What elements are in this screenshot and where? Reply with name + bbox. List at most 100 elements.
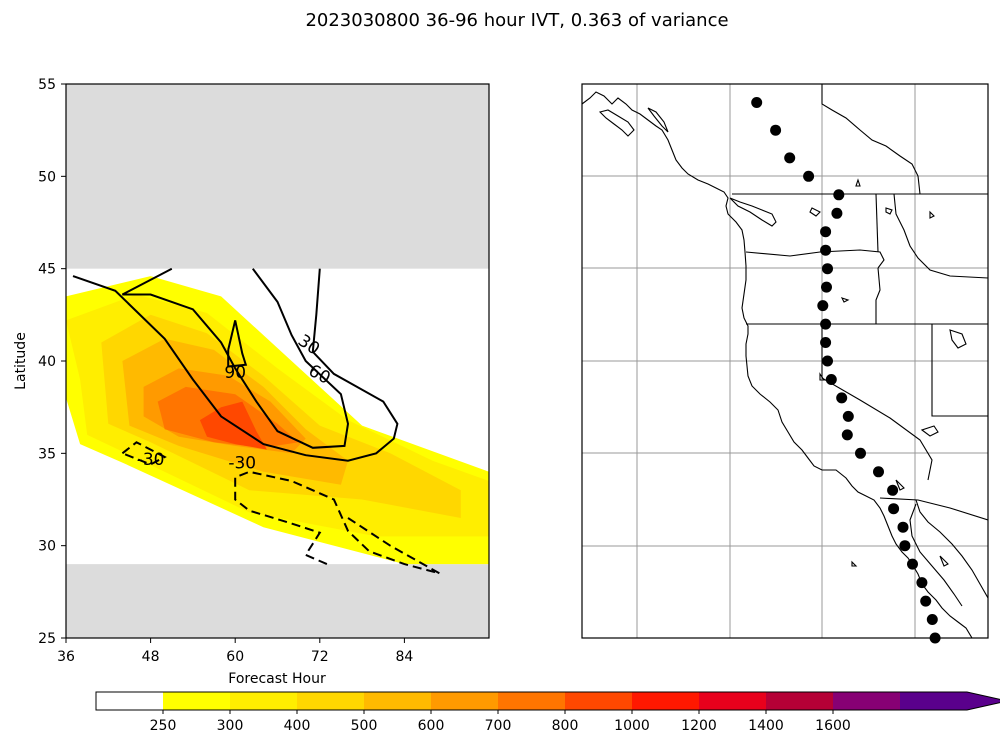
lake-outline xyxy=(929,210,935,219)
map-borders xyxy=(582,84,988,638)
map-point xyxy=(855,447,866,459)
map-point xyxy=(770,124,782,136)
colorbar-tick-label: 800 xyxy=(552,718,579,734)
y-axis-ticks: 25 30 35 40 45 50 55 xyxy=(38,77,66,647)
x-tick-label: 84 xyxy=(395,649,413,665)
map-gridlines xyxy=(582,84,988,638)
border-or-id xyxy=(875,267,881,324)
colorbar-segment xyxy=(900,692,968,710)
colorbar-tick-label: 1000 xyxy=(614,718,650,734)
map-panel xyxy=(581,83,989,644)
lake-outline xyxy=(885,207,893,215)
no-data-bands xyxy=(66,84,489,638)
lake-outline xyxy=(855,178,861,187)
map-point xyxy=(836,392,848,404)
colorbar-segment xyxy=(699,692,767,710)
colorbar-tick-label: 1400 xyxy=(748,718,784,734)
lake-outline xyxy=(949,329,967,349)
map-point xyxy=(926,614,938,625)
map-point xyxy=(803,170,815,182)
x-tick-label: 72 xyxy=(311,649,329,665)
contour-line-60 xyxy=(121,267,350,449)
y-tick-label: 35 xyxy=(38,446,56,462)
map-point xyxy=(821,281,832,293)
map-point xyxy=(820,318,832,330)
colorbar-tick-label: 1200 xyxy=(681,718,717,734)
colorbar-segment xyxy=(364,692,432,710)
lake-outline xyxy=(939,555,949,567)
lake-outline xyxy=(920,425,939,437)
map-point xyxy=(820,226,832,238)
map-point xyxy=(822,263,833,275)
colorbar-tick-label: 400 xyxy=(284,718,311,734)
y-tick-label: 55 xyxy=(38,77,56,93)
island-outline xyxy=(598,109,635,137)
province-boundary xyxy=(821,84,921,195)
colorbar-segment xyxy=(766,692,834,710)
y-axis-label: Latitude xyxy=(13,332,29,390)
lake-outline xyxy=(819,372,826,381)
mexico-mainland-coast xyxy=(915,499,988,599)
colorbar-tick-label: 300 xyxy=(217,718,244,734)
lake-outline xyxy=(840,297,850,303)
contour-label: -30 xyxy=(137,450,165,470)
y-tick-label: 50 xyxy=(38,169,56,185)
colorbar-segment xyxy=(833,692,901,710)
map-point xyxy=(842,410,854,422)
border-us-mexico xyxy=(879,497,988,521)
x-axis-label: Forecast Hour xyxy=(228,671,326,687)
colorbar-segment xyxy=(431,692,499,710)
map-point xyxy=(751,97,763,108)
colorbar-tick-label: 700 xyxy=(485,718,512,734)
colorbar-tick-label: 600 xyxy=(418,718,445,734)
colorbar-tick-label: 500 xyxy=(351,718,378,734)
ivt-filled-contours xyxy=(66,276,489,565)
map-point xyxy=(907,558,918,570)
map-point xyxy=(820,244,832,256)
map-point xyxy=(841,429,853,441)
x-tick-label: 48 xyxy=(142,649,160,665)
contour-line-neg30 xyxy=(234,470,441,575)
map-point xyxy=(822,355,833,367)
map-point xyxy=(897,521,909,533)
y-tick-label: 25 xyxy=(38,631,56,647)
ivt-panel: 30 60 90 -30 -30 36 48 60 72 84 25 30 35 40 45 50 55 F… xyxy=(13,77,490,687)
colorbar-segment xyxy=(498,692,566,710)
no-data-band xyxy=(66,84,489,269)
lake-outline xyxy=(895,479,905,491)
colorbar-segment xyxy=(230,692,298,710)
map-point xyxy=(887,484,899,496)
chart-title: 2023030800 36-96 hour IVT, 0.363 of vari… xyxy=(305,10,728,31)
island-outline xyxy=(647,107,669,133)
lake-outline xyxy=(809,207,821,217)
colorbar-segment xyxy=(96,692,164,710)
border-id-mt xyxy=(893,193,988,279)
y-tick-label: 40 xyxy=(38,354,56,370)
colorbar-segment xyxy=(163,692,231,710)
contour-line-90 xyxy=(227,320,248,368)
map-point xyxy=(873,466,884,478)
border-nv-ut xyxy=(931,324,988,417)
border-wa-id xyxy=(875,193,879,253)
map-point xyxy=(833,189,845,201)
x-tick-label: 60 xyxy=(226,649,244,665)
y-tick-label: 30 xyxy=(38,539,56,555)
map-point xyxy=(920,595,932,607)
map-point xyxy=(916,577,928,589)
colorbar-segment xyxy=(565,692,633,710)
map-point xyxy=(825,374,837,385)
y-tick-label: 45 xyxy=(38,262,56,278)
island-outline xyxy=(729,197,777,227)
contour-label: -30 xyxy=(228,454,256,474)
map-point xyxy=(820,337,832,348)
contour-line-neg30 xyxy=(121,441,167,466)
colorbar-tick-label: 250 xyxy=(150,718,177,734)
border-ca-nv xyxy=(821,324,933,481)
map-point xyxy=(888,503,900,515)
contour-label: 90 xyxy=(224,363,246,383)
x-tick-label: 36 xyxy=(57,649,75,665)
map-point xyxy=(817,300,829,312)
baja-gulf-coast xyxy=(909,503,963,607)
map-point xyxy=(784,152,796,164)
